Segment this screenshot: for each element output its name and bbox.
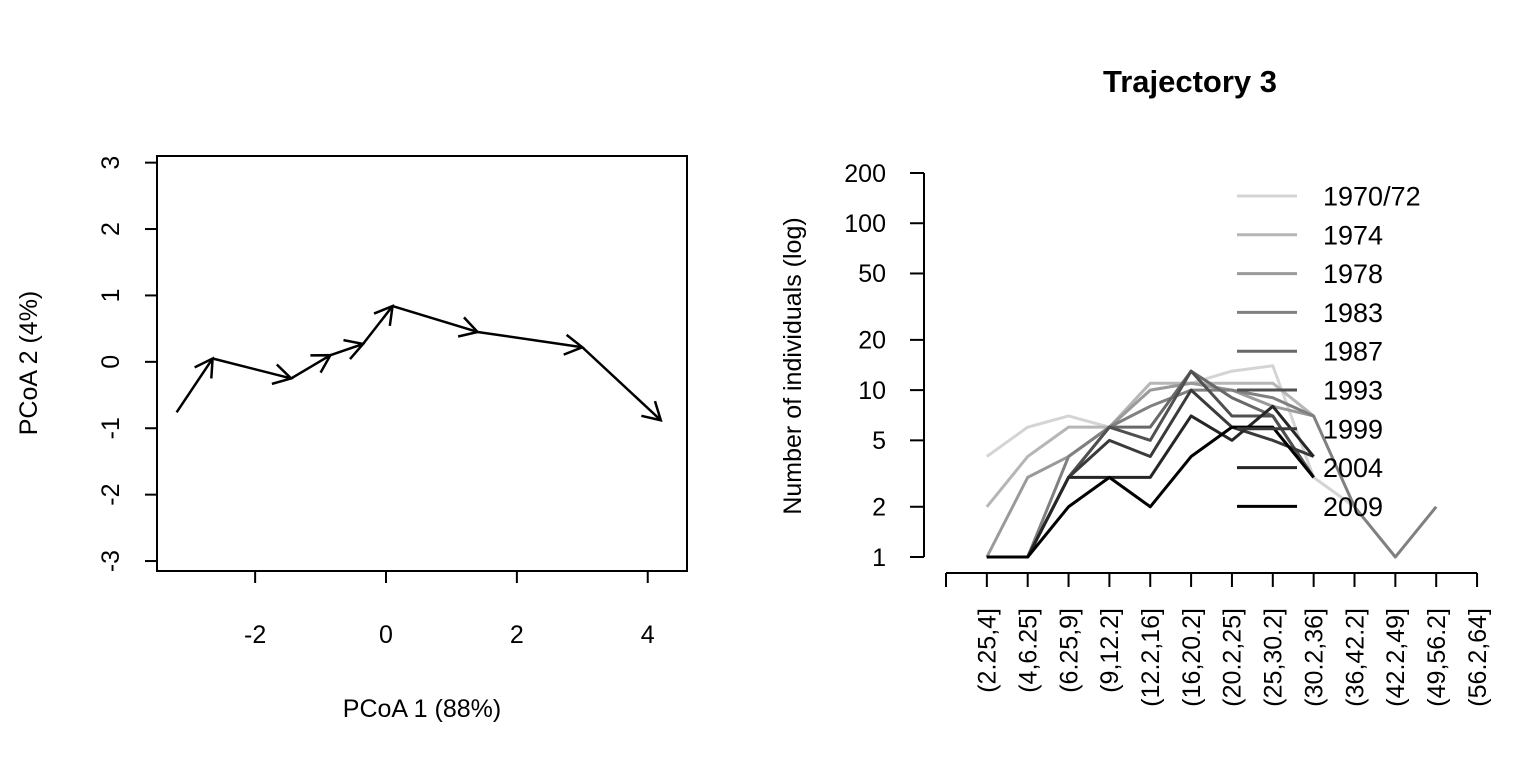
legend-label: 1974 <box>1323 220 1383 250</box>
size-x-tick-label: (4,6.25] <box>1014 608 1042 693</box>
size-x-tick-label: (56.2,64] <box>1464 608 1492 707</box>
size-distribution-y-axis-title: Number of individuals (log) <box>779 217 807 514</box>
series-line-2004 <box>986 404 1315 559</box>
pcoa-x-axis-title: PCoA 1 (88%) <box>343 695 501 723</box>
pcoa-y-tick-label: -3 <box>97 550 125 572</box>
size-y-tick-label: 10 <box>858 377 886 405</box>
size-y-tick-label: 5 <box>872 427 886 455</box>
legend-label: 1970/72 <box>1323 181 1421 211</box>
series-line-1974 <box>985 381 1315 508</box>
pcoa-y-tick-label: 1 <box>97 288 125 302</box>
size-y-tick-label: 1 <box>872 544 886 572</box>
size-x-tick-label: (9,12.2] <box>1096 608 1124 693</box>
legend-label: 1999 <box>1323 414 1383 444</box>
trajectory-arrowhead <box>641 400 663 422</box>
legend-label: 2009 <box>1323 492 1383 522</box>
size-distribution-y-axis: 1 2 5 10 20 50 100 200 <box>844 160 925 572</box>
size-x-tick-label: (2.25,4] <box>974 608 1002 693</box>
series-line-2009 <box>986 425 1315 559</box>
series-line-1987 <box>986 369 1315 559</box>
size-distribution-x-axis: (2.25,4] (4,6.25] (6.25,9] (9,12.2] (12.2,16… <box>945 572 1492 707</box>
trajectory-segment <box>212 357 292 380</box>
trajectory-segment <box>175 357 214 413</box>
trajectory-segment <box>392 304 478 334</box>
trajectory-segment <box>581 346 662 422</box>
legend-label: 1978 <box>1323 259 1383 289</box>
pcoa-x-axis: -2 0 2 4 <box>244 571 655 649</box>
size-x-tick-label: (49,56.2] <box>1423 608 1451 707</box>
pcoa-x-tick-label: 2 <box>510 621 524 649</box>
size-x-tick-label: (20.2,25] <box>1219 608 1247 707</box>
pcoa-x-tick-label: -2 <box>244 621 266 649</box>
series-line-1993 <box>986 369 1315 559</box>
pcoa-y-tick-label: -2 <box>97 484 125 506</box>
size-x-tick-label: (16,20.2] <box>1178 608 1206 707</box>
pcoa-x-tick-label: 0 <box>379 621 393 649</box>
size-distribution-legend: 1970/72 1974 1978 1983 1987 1993 1999 2004 2009 <box>1237 181 1421 522</box>
trajectory-segment <box>362 305 394 345</box>
trajectory-segment <box>477 330 583 349</box>
pcoa-trajectory <box>175 304 663 422</box>
trajectory-segment <box>329 342 364 357</box>
pcoa-x-tick-label: 4 <box>641 621 655 649</box>
size-x-tick-label: (36,42.2] <box>1341 608 1369 707</box>
pcoa-y-tick-label: 2 <box>97 222 125 236</box>
legend-label: 2004 <box>1323 453 1383 483</box>
pcoa-panel: -3 -2 -1 0 1 2 3 -2 0 2 4 PCoA 1 (88%) PCoA 2 (4%… <box>15 155 688 723</box>
legend-label: 1993 <box>1323 375 1383 405</box>
pcoa-y-tick-label: 3 <box>97 156 125 170</box>
size-y-tick-label: 100 <box>844 210 886 238</box>
series-line-1983 <box>986 388 1438 559</box>
pcoa-y-axis: -3 -2 -1 0 1 2 3 <box>97 156 157 572</box>
legend-label: 1983 <box>1323 298 1383 328</box>
size-y-tick-label: 2 <box>872 494 886 522</box>
pcoa-y-axis-title: PCoA 2 (4%) <box>15 291 43 436</box>
size-x-tick-label: (30.2,36] <box>1300 608 1328 707</box>
pcoa-y-tick-label: -1 <box>97 417 125 439</box>
size-x-tick-label: (42.2,49] <box>1382 608 1410 707</box>
legend-label: 1987 <box>1323 337 1383 367</box>
pcoa-plot-frame <box>156 155 688 572</box>
size-distribution-series <box>985 364 1438 559</box>
pcoa-y-tick-label: 0 <box>97 355 125 369</box>
size-x-tick-label: (12.2,16] <box>1137 608 1165 707</box>
size-y-tick-label: 20 <box>858 327 886 355</box>
size-distribution-panel: Trajectory 3 1 2 5 10 20 50 100 200 (2.25,4] (4,… <box>779 64 1492 707</box>
size-y-tick-label: 50 <box>858 260 886 288</box>
size-distribution-title: Trajectory 3 <box>1103 64 1277 99</box>
trajectory-segment <box>290 354 332 380</box>
series-line-1978 <box>985 381 1314 558</box>
size-x-tick-label: (6.25,9] <box>1055 608 1083 693</box>
size-y-tick-label: 200 <box>844 160 886 188</box>
size-x-tick-label: (25,30.2] <box>1260 608 1288 707</box>
